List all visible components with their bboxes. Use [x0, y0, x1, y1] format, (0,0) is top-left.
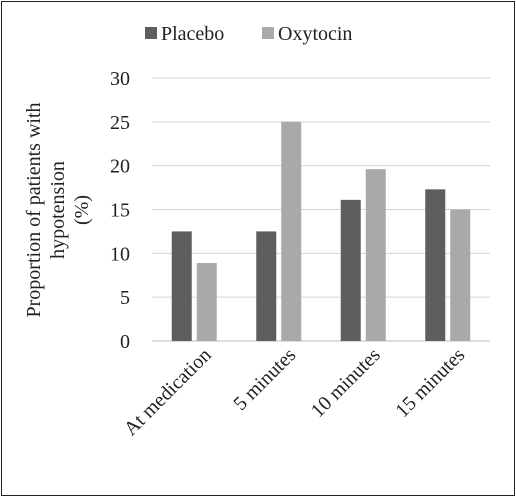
y-axis-label-line-1: Proportion of patients with: [23, 103, 45, 318]
legend-swatch-oxytocin: [262, 27, 274, 39]
y-tick-label-20: 20: [110, 156, 130, 178]
bar-oxytocin-5-minutes: [281, 121, 302, 341]
legend-label-placebo: Placebo: [161, 23, 224, 45]
y-tick-labels: 0 5 10 15 20 25 30: [110, 68, 130, 353]
bar-oxytocin-10-minutes: [365, 169, 386, 341]
bar-placebo-15-minutes: [425, 189, 446, 341]
bar-oxytocin-15-minutes: [450, 209, 471, 341]
y-axis-label-line-3: (%): [71, 195, 93, 225]
y-tick-label-25: 25: [110, 112, 130, 134]
x-tick-label-5-minutes: 5 minutes: [229, 344, 300, 415]
y-tick-label-15: 15: [110, 200, 130, 222]
legend-swatch-placebo: [145, 27, 157, 39]
x-tick-label-at-medication: At medication: [120, 344, 216, 440]
y-axis-label-line-2: hypotension: [47, 161, 69, 259]
y-tick-label-0: 0: [120, 331, 130, 353]
bar-oxytocin-at-medication: [196, 262, 217, 341]
y-tick-label-10: 10: [110, 243, 130, 265]
legend: Placebo Oxytocin: [145, 23, 352, 45]
legend-label-oxytocin: Oxytocin: [278, 23, 352, 45]
bar-placebo-at-medication: [171, 231, 192, 341]
y-tick-label-30: 30: [110, 68, 130, 90]
x-tick-labels: At medication 5 minutes 10 minutes 15 minut…: [120, 344, 470, 440]
y-tick-label-5: 5: [120, 287, 130, 309]
bar-placebo-5-minutes: [256, 231, 277, 341]
x-tick-label-15-minutes: 15 minutes: [391, 344, 469, 422]
bar-placebo-10-minutes: [340, 199, 361, 341]
bars: [171, 121, 471, 341]
x-tick-label-10-minutes: 10 minutes: [307, 344, 385, 422]
